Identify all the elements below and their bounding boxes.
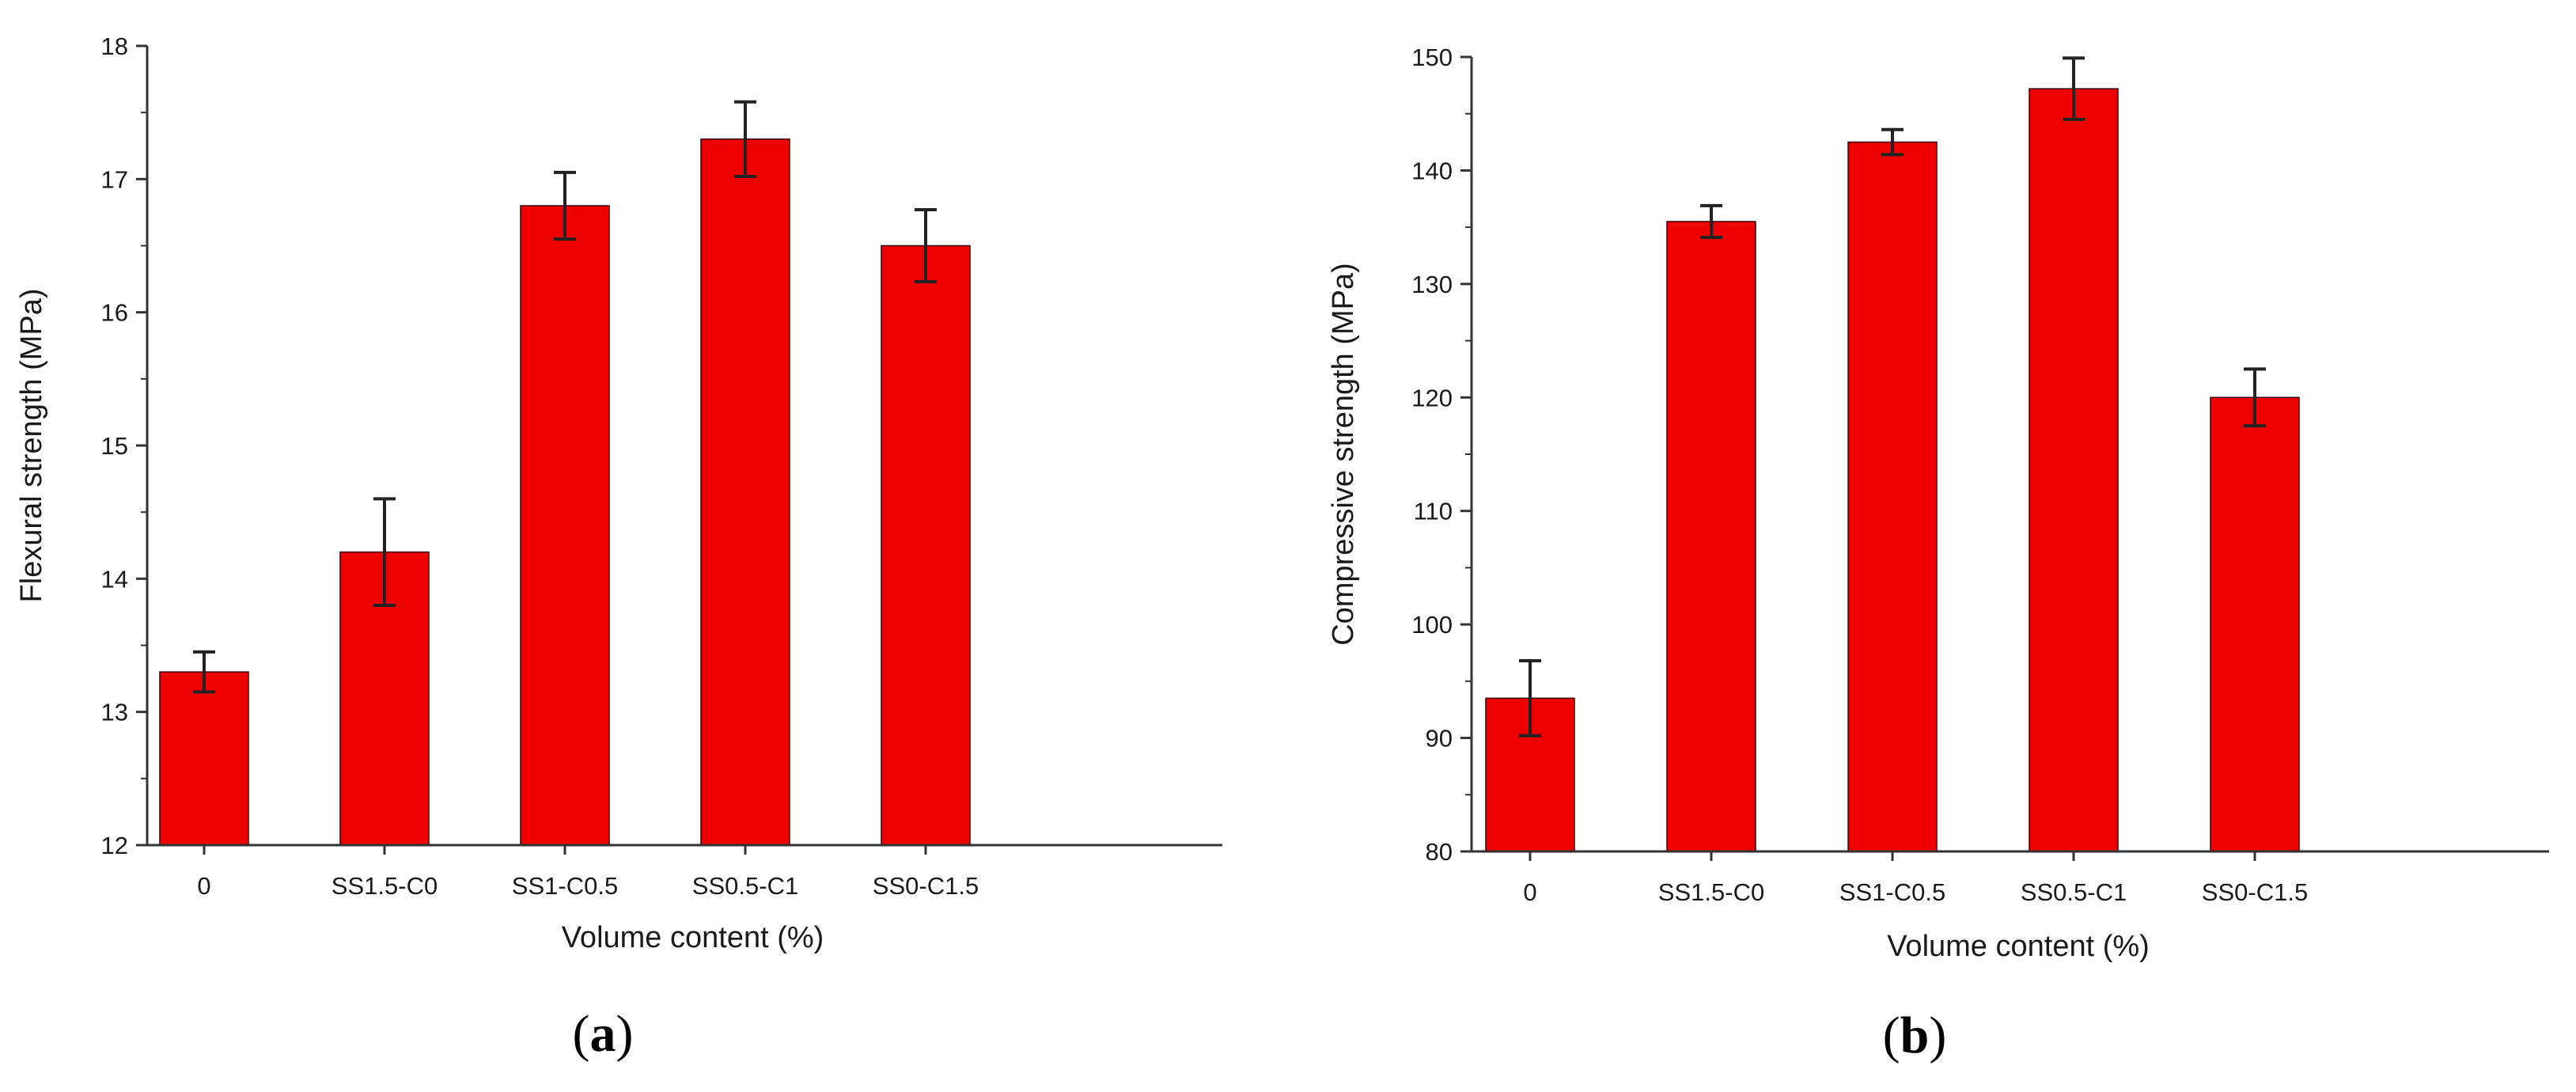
x-axis-title: Volume content (%) [562, 921, 824, 954]
x-tick-label: SS1.5-C0 [1658, 878, 1764, 906]
y-tick-label: 13 [101, 699, 128, 726]
x-tick-label: SS1-C0.5 [1839, 878, 1945, 906]
x-axis-title: Volume content (%) [1887, 930, 2150, 963]
panel-b: 80 90 100 110 120 130 140 150 0 SS1.5-C0 SS1-C0.5 S… [1327, 44, 2549, 1064]
bar [520, 205, 610, 846]
y-tick-label: 12 [101, 832, 128, 859]
y-tick-label: 110 [1414, 498, 1453, 525]
y-tick-label: 14 [101, 565, 128, 593]
x-tick-label: 0 [197, 872, 210, 900]
y-tick-label: 16 [101, 299, 128, 327]
y-tick-label: 130 [1411, 271, 1453, 298]
bar [159, 671, 249, 846]
y-axis-title: Flexural strength (MPa) [15, 288, 48, 602]
panel-a: 12 13 14 15 16 17 18 0 SS1.5-C0 SS1-C0.5 SS0.5-C1 S… [15, 32, 1222, 1063]
bar [700, 138, 790, 846]
y-tick-label: 18 [101, 32, 128, 60]
panel-label: (a) [573, 1005, 634, 1063]
y-tick-label: 120 [1411, 384, 1453, 411]
bar [1847, 141, 1938, 852]
bar [2029, 88, 2119, 852]
y-tick-label: 140 [1411, 157, 1453, 184]
panel-label: (b) [1883, 1007, 1947, 1064]
x-tick-label: SS0-C1.5 [2202, 878, 2308, 906]
bar [1666, 221, 1756, 852]
x-tick-label: 0 [1523, 878, 1536, 906]
y-tick-label: 90 [1426, 725, 1453, 753]
x-tick-label: SS0-C1.5 [873, 872, 979, 900]
x-tick-label: SS1-C0.5 [512, 872, 618, 900]
y-axis-title: Compressive strength (MPa) [1327, 263, 1360, 646]
y-tick-label: 80 [1426, 838, 1453, 866]
y-tick-label: 15 [101, 432, 128, 460]
x-tick-label: SS1.5-C0 [331, 872, 438, 900]
x-tick-label: SS0.5-C1 [2021, 878, 2127, 906]
y-tick-label: 100 [1411, 611, 1453, 639]
y-tick-label: 150 [1411, 44, 1453, 71]
bar [2210, 396, 2300, 852]
bar [881, 245, 971, 846]
x-tick-label: SS0.5-C1 [692, 872, 798, 900]
y-tick-label: 17 [101, 165, 128, 193]
